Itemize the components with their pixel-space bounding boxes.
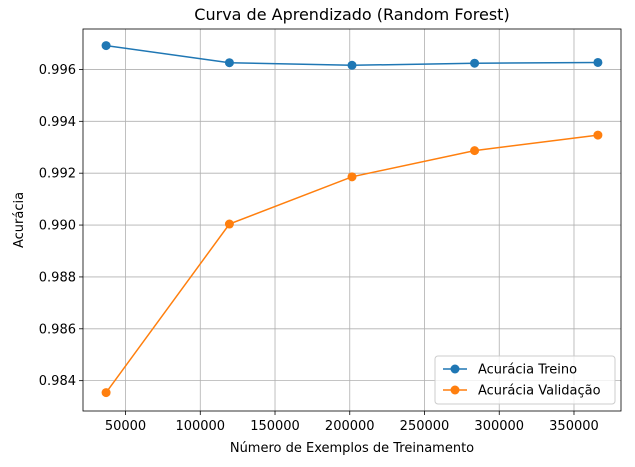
x-tick-label: 300000 (474, 419, 524, 434)
data-point-validation (593, 130, 603, 140)
series-group (101, 41, 603, 398)
x-tick-label: 250000 (400, 419, 450, 434)
chart-title: Curva de Aprendizado (Random Forest) (194, 5, 509, 24)
legend: Acurácia Treino Acurácia Validação (434, 355, 616, 405)
data-point-train (470, 58, 480, 68)
data-point-train (101, 41, 111, 51)
x-tick-label: 350000 (549, 419, 599, 434)
y-tick-label: 0.990 (39, 219, 76, 234)
y-tick-label: 0.996 (39, 63, 76, 78)
y-tick-label: 0.992 (39, 167, 76, 182)
data-point-train (224, 58, 234, 68)
y-tick-label: 0.984 (39, 374, 76, 389)
data-point-validation (347, 172, 357, 182)
x-tick-label: 200000 (325, 419, 375, 434)
legend-label-train: Acurácia Treino (478, 363, 577, 378)
y-tick-label: 0.986 (39, 322, 76, 337)
y-axis-label: Acurácia (12, 192, 27, 248)
x-tick-label: 50000 (105, 419, 146, 434)
data-point-train (347, 60, 357, 70)
y-tick-label: 0.988 (39, 270, 76, 285)
legend-marker-validation (450, 385, 460, 395)
legend-marker-train (450, 364, 460, 374)
ticks: 50000 100000 150000 200000 250000 300000 35000… (39, 63, 599, 434)
x-tick-label: 150000 (250, 419, 300, 434)
plot-frame (82, 28, 622, 412)
data-point-validation (470, 146, 480, 156)
x-tick-label: 100000 (175, 419, 225, 434)
legend-label-validation: Acurácia Validação (478, 384, 601, 399)
legend-box (434, 355, 616, 405)
data-point-validation (101, 388, 111, 398)
y-tick-label: 0.994 (39, 115, 76, 130)
data-point-validation (224, 219, 234, 229)
x-axis-label: Número de Exemplos de Treinamento (230, 441, 474, 456)
data-point-train (593, 57, 603, 67)
